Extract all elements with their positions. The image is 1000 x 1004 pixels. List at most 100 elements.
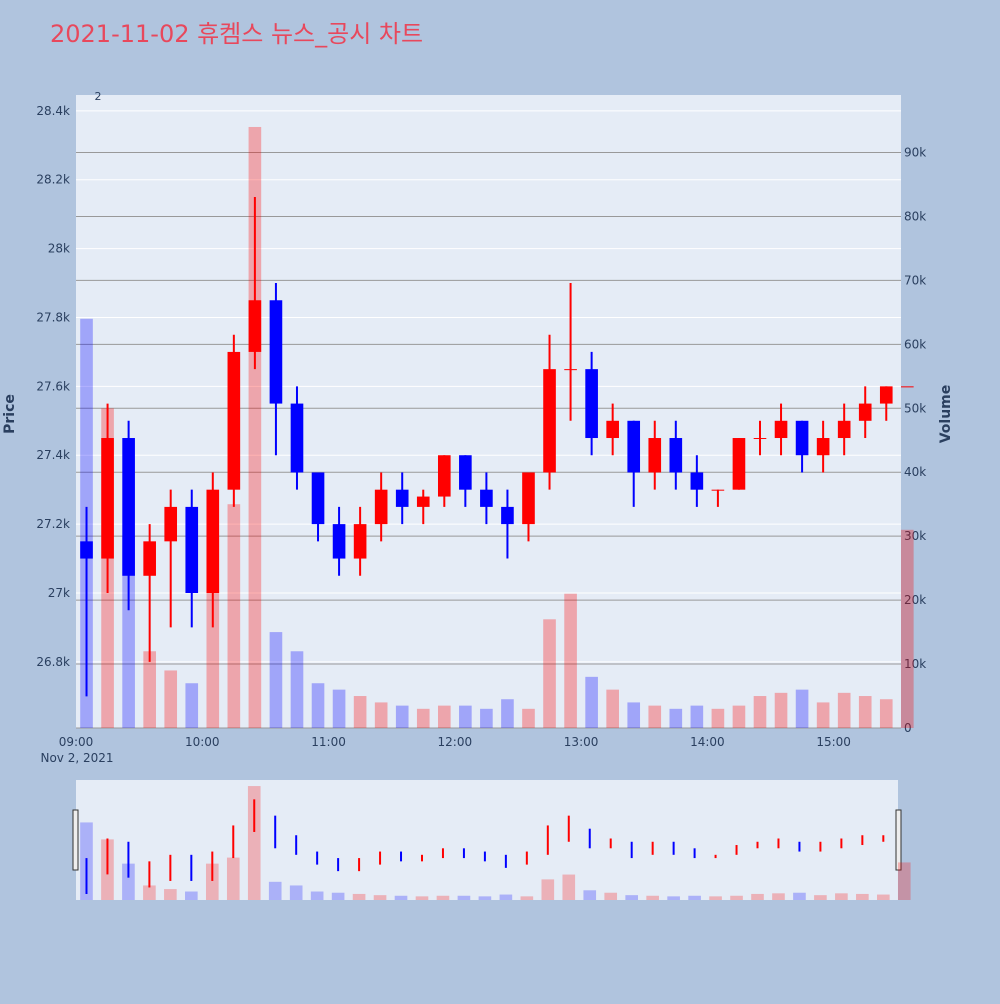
candle-body bbox=[837, 420, 851, 439]
x-tick-label: 14:00 bbox=[690, 735, 725, 749]
candle-body bbox=[101, 438, 114, 559]
mini-volume-bar bbox=[562, 874, 576, 900]
volume-bar bbox=[753, 696, 767, 728]
mini-volume-bar bbox=[646, 895, 659, 900]
volume-bar bbox=[437, 705, 451, 728]
volume-bar bbox=[669, 708, 683, 728]
mini-volume-bar bbox=[164, 889, 177, 900]
volume-bar bbox=[837, 692, 851, 728]
y-tick-label: 26.8k bbox=[36, 655, 70, 669]
candle-body bbox=[353, 524, 367, 559]
candle-body bbox=[416, 496, 430, 507]
volume-bar bbox=[248, 126, 262, 728]
candle-body bbox=[690, 472, 704, 490]
volume-bar bbox=[858, 696, 872, 728]
candle-body bbox=[795, 420, 809, 456]
candle-body bbox=[248, 300, 262, 352]
x-tick-label: 11:00 bbox=[311, 735, 346, 749]
y-axis-title: Price bbox=[2, 394, 18, 434]
candle-body bbox=[627, 420, 641, 473]
range-slider[interactable] bbox=[76, 780, 898, 900]
y2-tick-label: 30k bbox=[904, 529, 926, 543]
mini-volume-bar bbox=[772, 893, 785, 900]
volume-bar bbox=[332, 689, 346, 728]
candle-body bbox=[290, 403, 304, 473]
volume-bar bbox=[269, 632, 283, 728]
mini-volume-bar bbox=[709, 896, 722, 900]
mini-volume-bar bbox=[751, 893, 764, 900]
y2-tick-label: 50k bbox=[904, 401, 926, 415]
y-tick-label: 27.8k bbox=[36, 310, 70, 324]
mini-volume-bar bbox=[247, 786, 261, 900]
mini-volume-bar bbox=[667, 896, 680, 900]
mini-volume-bar bbox=[331, 892, 345, 900]
volume-bar bbox=[185, 683, 199, 728]
mini-volume-bar bbox=[310, 891, 324, 900]
mini-volume-bar bbox=[122, 863, 135, 900]
candle-body bbox=[122, 438, 135, 576]
candle-body bbox=[206, 489, 220, 593]
volume-bar bbox=[501, 699, 514, 728]
y-tick-label: 28.2k bbox=[36, 173, 70, 187]
mini-volume-bar bbox=[205, 863, 219, 900]
mini-volume-bar bbox=[289, 885, 303, 900]
volume-bar bbox=[164, 670, 178, 728]
volume-bar bbox=[543, 619, 556, 728]
mini-volume-bar bbox=[835, 893, 848, 900]
volume-bar bbox=[648, 705, 662, 728]
candle-body bbox=[774, 420, 788, 439]
x-tick-label: 09:00 bbox=[59, 735, 94, 749]
volume-bar bbox=[311, 683, 325, 728]
candle-body bbox=[711, 489, 725, 491]
candle-body bbox=[543, 369, 556, 473]
candle-body bbox=[437, 455, 451, 497]
candle-body bbox=[80, 541, 93, 559]
y2-tick-label: 0 bbox=[904, 721, 912, 735]
mini-volume-bar bbox=[143, 885, 156, 900]
y-tick-label: 27k bbox=[48, 586, 70, 600]
volume-bar bbox=[690, 705, 704, 728]
candle-body bbox=[269, 300, 283, 404]
candle-body bbox=[669, 438, 683, 473]
candle-body bbox=[395, 489, 409, 507]
range-handle-right[interactable] bbox=[895, 809, 902, 871]
volume-bar bbox=[816, 702, 830, 728]
annotation: 2 bbox=[95, 90, 102, 103]
mini-volume-bar bbox=[897, 862, 911, 900]
mini-volume-bar bbox=[793, 892, 806, 900]
x-tick-label: 13:00 bbox=[564, 735, 599, 749]
volume-bar bbox=[290, 651, 304, 728]
volume-bar bbox=[122, 536, 135, 728]
y2-tick-label: 10k bbox=[904, 657, 926, 671]
chart-title: 2021-11-02 휴켐스 뉴스_공시 차트 bbox=[50, 20, 423, 48]
mini-volume-bar bbox=[604, 892, 618, 900]
candle-body bbox=[606, 420, 619, 439]
volume-bar bbox=[795, 689, 809, 728]
candle-body bbox=[480, 489, 493, 507]
candle-body bbox=[374, 489, 388, 525]
candle-body bbox=[816, 438, 830, 456]
candle-body bbox=[732, 438, 746, 490]
x-tick-label: 12:00 bbox=[438, 735, 473, 749]
x-tick-label: 15:00 bbox=[816, 735, 851, 749]
volume-bar bbox=[374, 702, 388, 728]
mini-volume-bar bbox=[856, 893, 869, 900]
mini-volume-bar bbox=[352, 893, 366, 900]
range-handle-left[interactable] bbox=[72, 809, 79, 871]
candle-body bbox=[332, 524, 346, 559]
volume-bar bbox=[143, 651, 156, 728]
candle-body bbox=[522, 472, 535, 525]
mini-volume-bar bbox=[814, 895, 827, 900]
candle-body bbox=[501, 506, 514, 525]
volume-bar bbox=[395, 705, 409, 728]
mini-volume-bar bbox=[373, 895, 387, 900]
y-tick-label: 27.4k bbox=[36, 448, 70, 462]
mini-volume-bar bbox=[436, 895, 450, 900]
volume-bar bbox=[459, 705, 472, 728]
volume-bar bbox=[711, 708, 725, 728]
mini-volume-bar bbox=[541, 879, 555, 900]
x-tick-label: 10:00 bbox=[185, 735, 220, 749]
candle-body bbox=[227, 351, 241, 490]
candle-body bbox=[858, 403, 872, 421]
